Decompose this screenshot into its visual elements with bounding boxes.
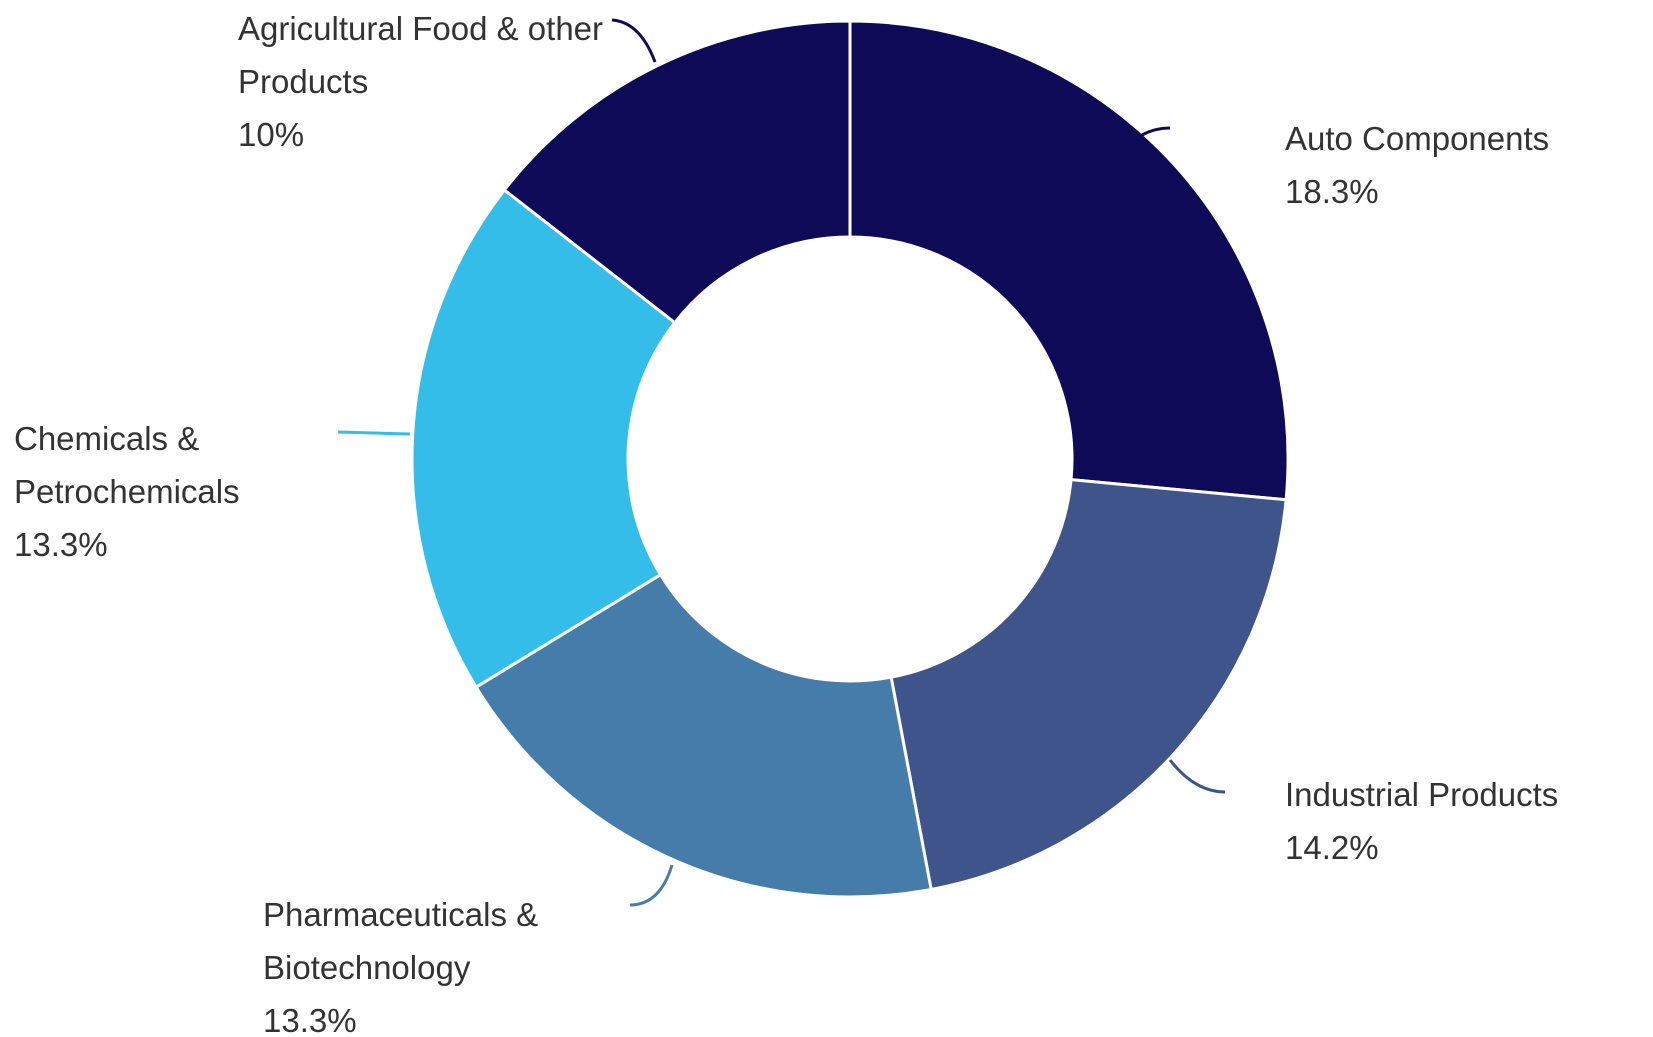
category-label: Industrial Products xyxy=(1285,776,1559,813)
slice-label: Pharmaceuticals & Biotechnology 13.3% xyxy=(263,888,653,1037)
slice-label: Auto Components 18.3% xyxy=(1285,112,1653,218)
donut-slice xyxy=(889,478,1288,892)
donut-slice xyxy=(502,19,852,325)
leader-line xyxy=(1118,126,1171,156)
category-label: Chemicals & Petrochemicals xyxy=(14,420,240,510)
slice-label: Agricultural Food & other Products 10% xyxy=(238,2,618,161)
value-label: 10% xyxy=(238,116,305,153)
donut-slice xyxy=(410,187,677,690)
leader-line xyxy=(629,864,674,907)
slice-label: Industrial Products 14.2% xyxy=(1285,768,1653,874)
leader-line xyxy=(611,18,657,63)
value-label: 13.3% xyxy=(263,1002,357,1037)
category-label: Agricultural Food & other Products xyxy=(238,10,604,100)
leader-line xyxy=(337,430,411,436)
category-label: Pharmaceuticals & Biotechnology xyxy=(263,896,539,986)
value-label: 13.3% xyxy=(14,526,108,563)
value-label: 14.2% xyxy=(1285,829,1379,866)
donut-slice xyxy=(848,19,1290,502)
leader-line xyxy=(1168,759,1226,794)
slice-label: Chemicals & Petrochemicals 13.3% xyxy=(14,412,334,571)
value-label: 18.3% xyxy=(1285,173,1379,210)
category-label: Auto Components xyxy=(1285,120,1550,157)
donut-slice xyxy=(474,572,933,899)
